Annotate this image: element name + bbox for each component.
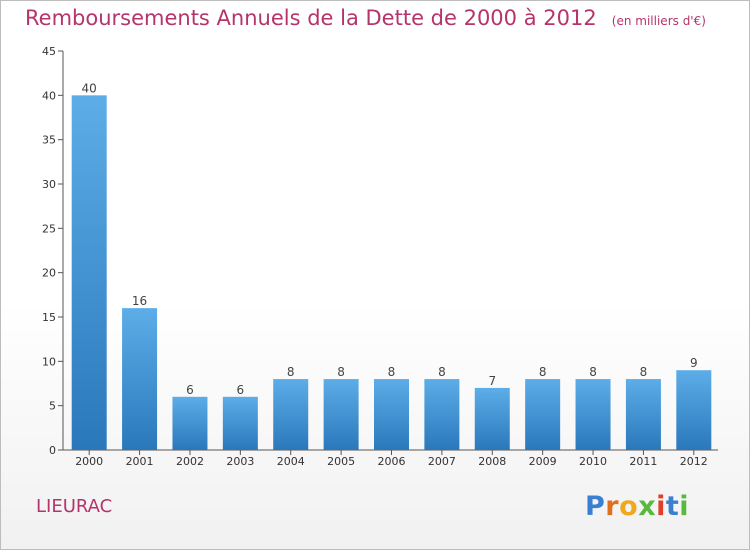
x-tick-label: 2001 xyxy=(126,455,154,468)
bar-2000 xyxy=(71,95,107,450)
y-tick-label: 10 xyxy=(42,355,56,368)
bar-2002 xyxy=(172,396,208,450)
x-tick-label: 2005 xyxy=(327,455,355,468)
data-label: 7 xyxy=(488,374,496,388)
chart-unit: (en milliers d'€) xyxy=(611,14,706,28)
logo-letter: i xyxy=(656,491,666,522)
bar-2005 xyxy=(323,379,359,450)
x-tick-label: 2002 xyxy=(176,455,204,468)
data-label: 8 xyxy=(388,365,396,379)
bar-2012 xyxy=(676,370,712,450)
x-tick-label: 2011 xyxy=(629,455,657,468)
bar-2011 xyxy=(625,379,661,450)
data-label: 8 xyxy=(287,365,295,379)
x-tick-label: 2000 xyxy=(75,455,103,468)
bar-2001 xyxy=(122,308,158,450)
y-tick-label: 30 xyxy=(42,178,56,191)
bar-2009 xyxy=(525,379,561,450)
y-tick-label: 15 xyxy=(42,311,56,324)
y-tick-label: 45 xyxy=(42,45,56,58)
y-tick-label: 25 xyxy=(42,222,56,235)
logo-letter: t xyxy=(665,491,680,522)
logo-letter: r xyxy=(605,491,620,522)
x-tick-label: 2007 xyxy=(428,455,456,468)
data-label: 9 xyxy=(690,356,698,370)
bar-2008 xyxy=(474,387,510,450)
x-tick-label: 2004 xyxy=(277,455,305,468)
chart-title-block: Remboursements Annuels de la Dette de 20… xyxy=(25,6,706,30)
data-label: 8 xyxy=(438,365,446,379)
data-label: 8 xyxy=(337,365,345,379)
bar-2010 xyxy=(575,379,611,450)
data-label: 40 xyxy=(82,81,97,95)
logo-letter: i xyxy=(679,491,690,522)
data-label: 6 xyxy=(186,383,194,397)
y-tick-label: 20 xyxy=(42,267,56,280)
bar-2006 xyxy=(374,379,409,450)
data-label: 6 xyxy=(237,383,245,397)
y-tick-label: 40 xyxy=(42,89,56,102)
commune-name: LIEURAC xyxy=(36,496,113,517)
bar-2007 xyxy=(424,379,460,450)
x-tick-label: 2012 xyxy=(680,455,708,468)
data-label: 16 xyxy=(132,294,147,308)
logo-letter: P xyxy=(585,491,606,522)
bar-2003 xyxy=(222,396,258,450)
y-tick-label: 0 xyxy=(49,444,56,457)
logo-letter: x xyxy=(638,491,657,522)
y-tick-label: 5 xyxy=(49,400,56,413)
y-tick-label: 35 xyxy=(42,134,56,147)
data-label: 8 xyxy=(589,365,597,379)
x-tick-label: 2008 xyxy=(478,455,506,468)
proxiti-logo: Proxiti xyxy=(585,491,689,522)
logo-letter: o xyxy=(619,491,639,522)
data-label: 8 xyxy=(539,365,547,379)
x-tick-label: 2009 xyxy=(529,455,557,468)
x-tick-label: 2010 xyxy=(579,455,607,468)
bar-2004 xyxy=(273,379,309,450)
data-label: 8 xyxy=(640,365,648,379)
x-tick-label: 2003 xyxy=(226,455,254,468)
chart-title: Remboursements Annuels de la Dette de 20… xyxy=(25,6,597,30)
x-tick-label: 2006 xyxy=(378,455,406,468)
